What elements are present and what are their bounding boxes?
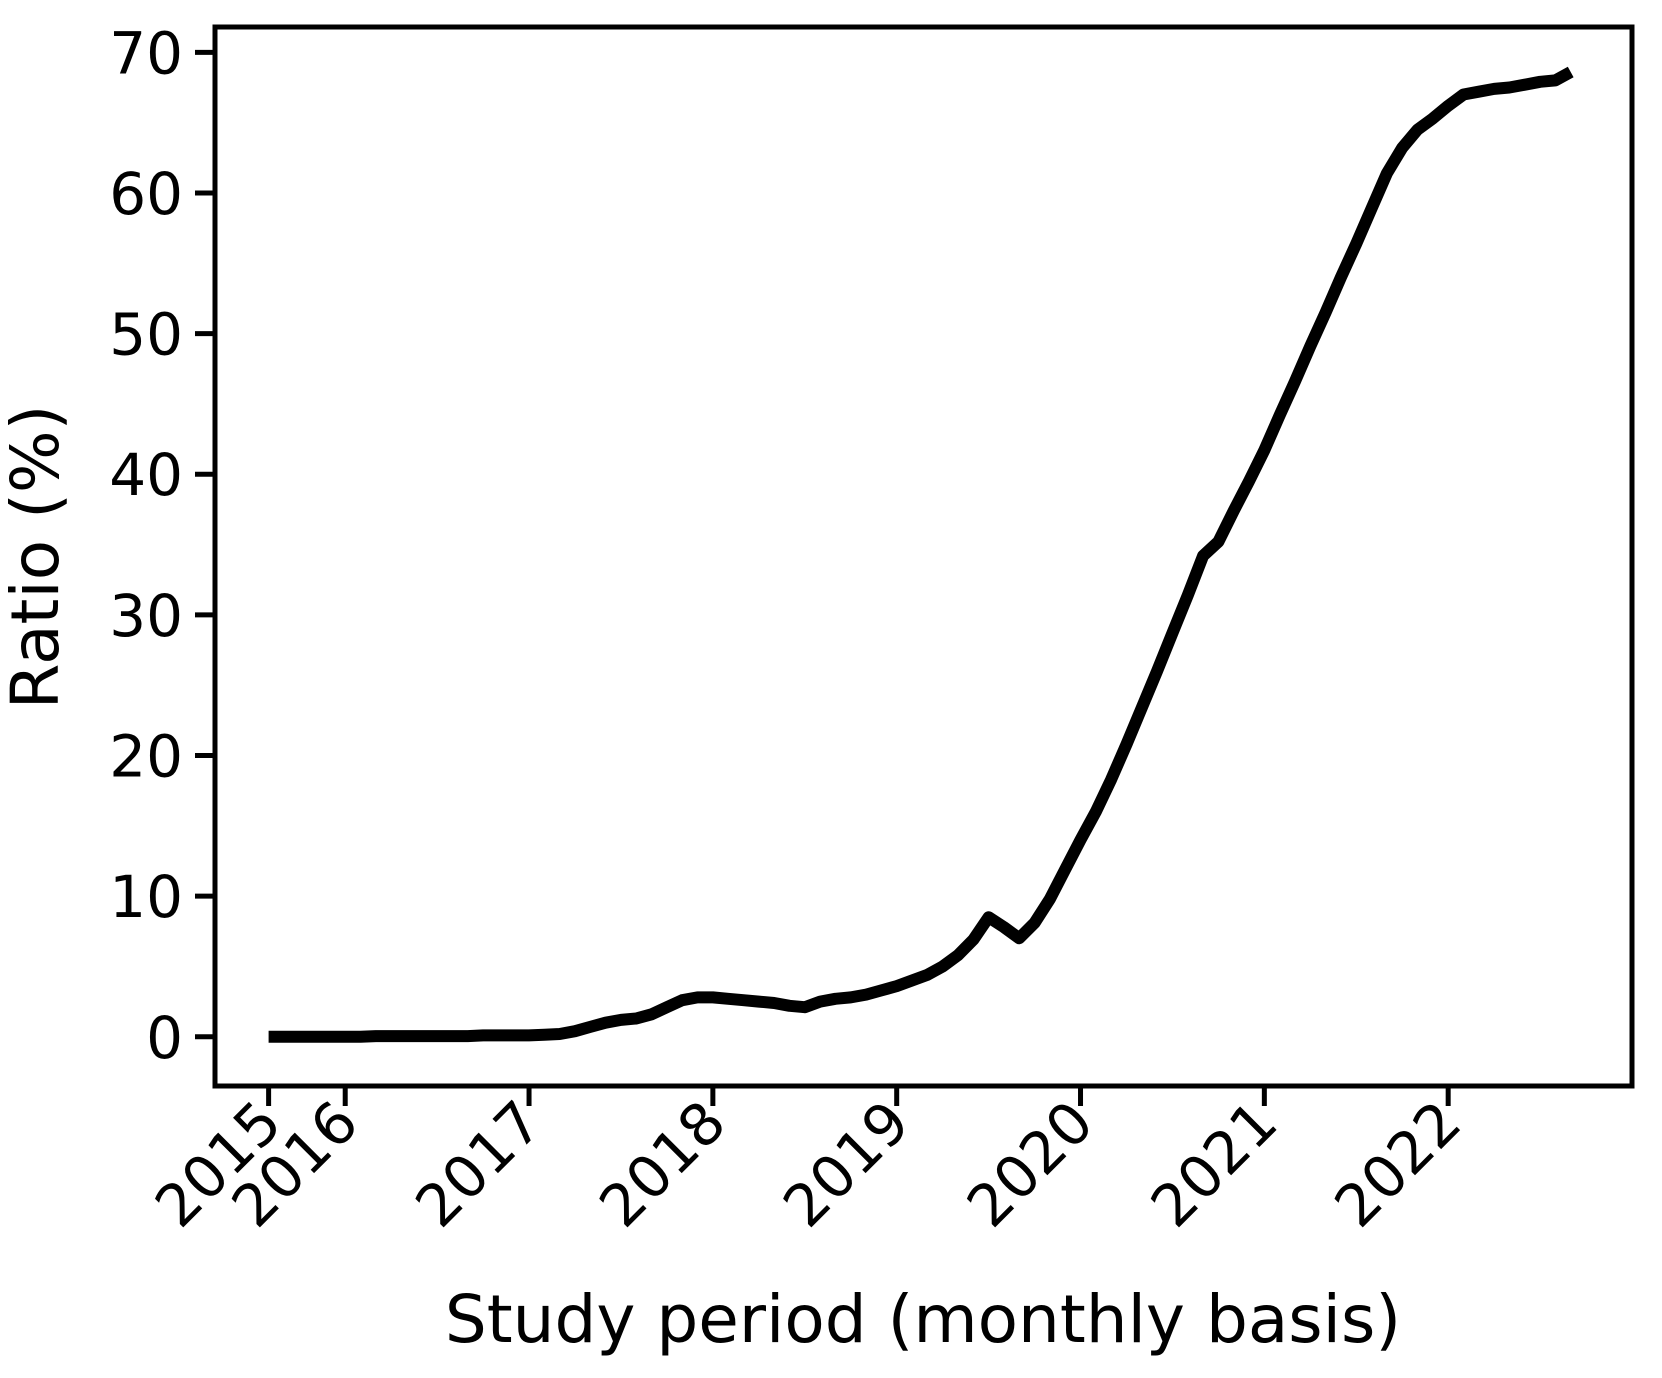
y-tick-label: 30 — [109, 582, 183, 650]
x-tick-label: 2017 — [402, 1088, 554, 1240]
y-tick-label: 20 — [109, 723, 183, 791]
y-tick-label: 70 — [109, 19, 183, 87]
y-tick-label: 40 — [109, 441, 183, 509]
ratio-line — [268, 66, 1574, 1043]
x-tick-label: 2018 — [586, 1088, 738, 1240]
y-tick-label: 50 — [109, 301, 183, 369]
x-axis-label: Study period (monthly basis) — [445, 1281, 1401, 1358]
x-tick-label: 2019 — [770, 1088, 922, 1240]
y-tick-label: 10 — [109, 863, 183, 931]
y-axis-ticks: 0 10 20 30 40 50 60 70 — [109, 19, 215, 1072]
x-tick-label: 2022 — [1322, 1088, 1474, 1240]
x-tick-label: 2020 — [954, 1088, 1106, 1240]
x-tick-label: 2021 — [1138, 1088, 1290, 1240]
plot-frame — [212, 24, 1635, 1089]
y-tick-label: 60 — [109, 160, 183, 228]
y-tick-label: 0 — [146, 1004, 183, 1072]
y-axis-label: Ratio (%) — [0, 405, 74, 710]
